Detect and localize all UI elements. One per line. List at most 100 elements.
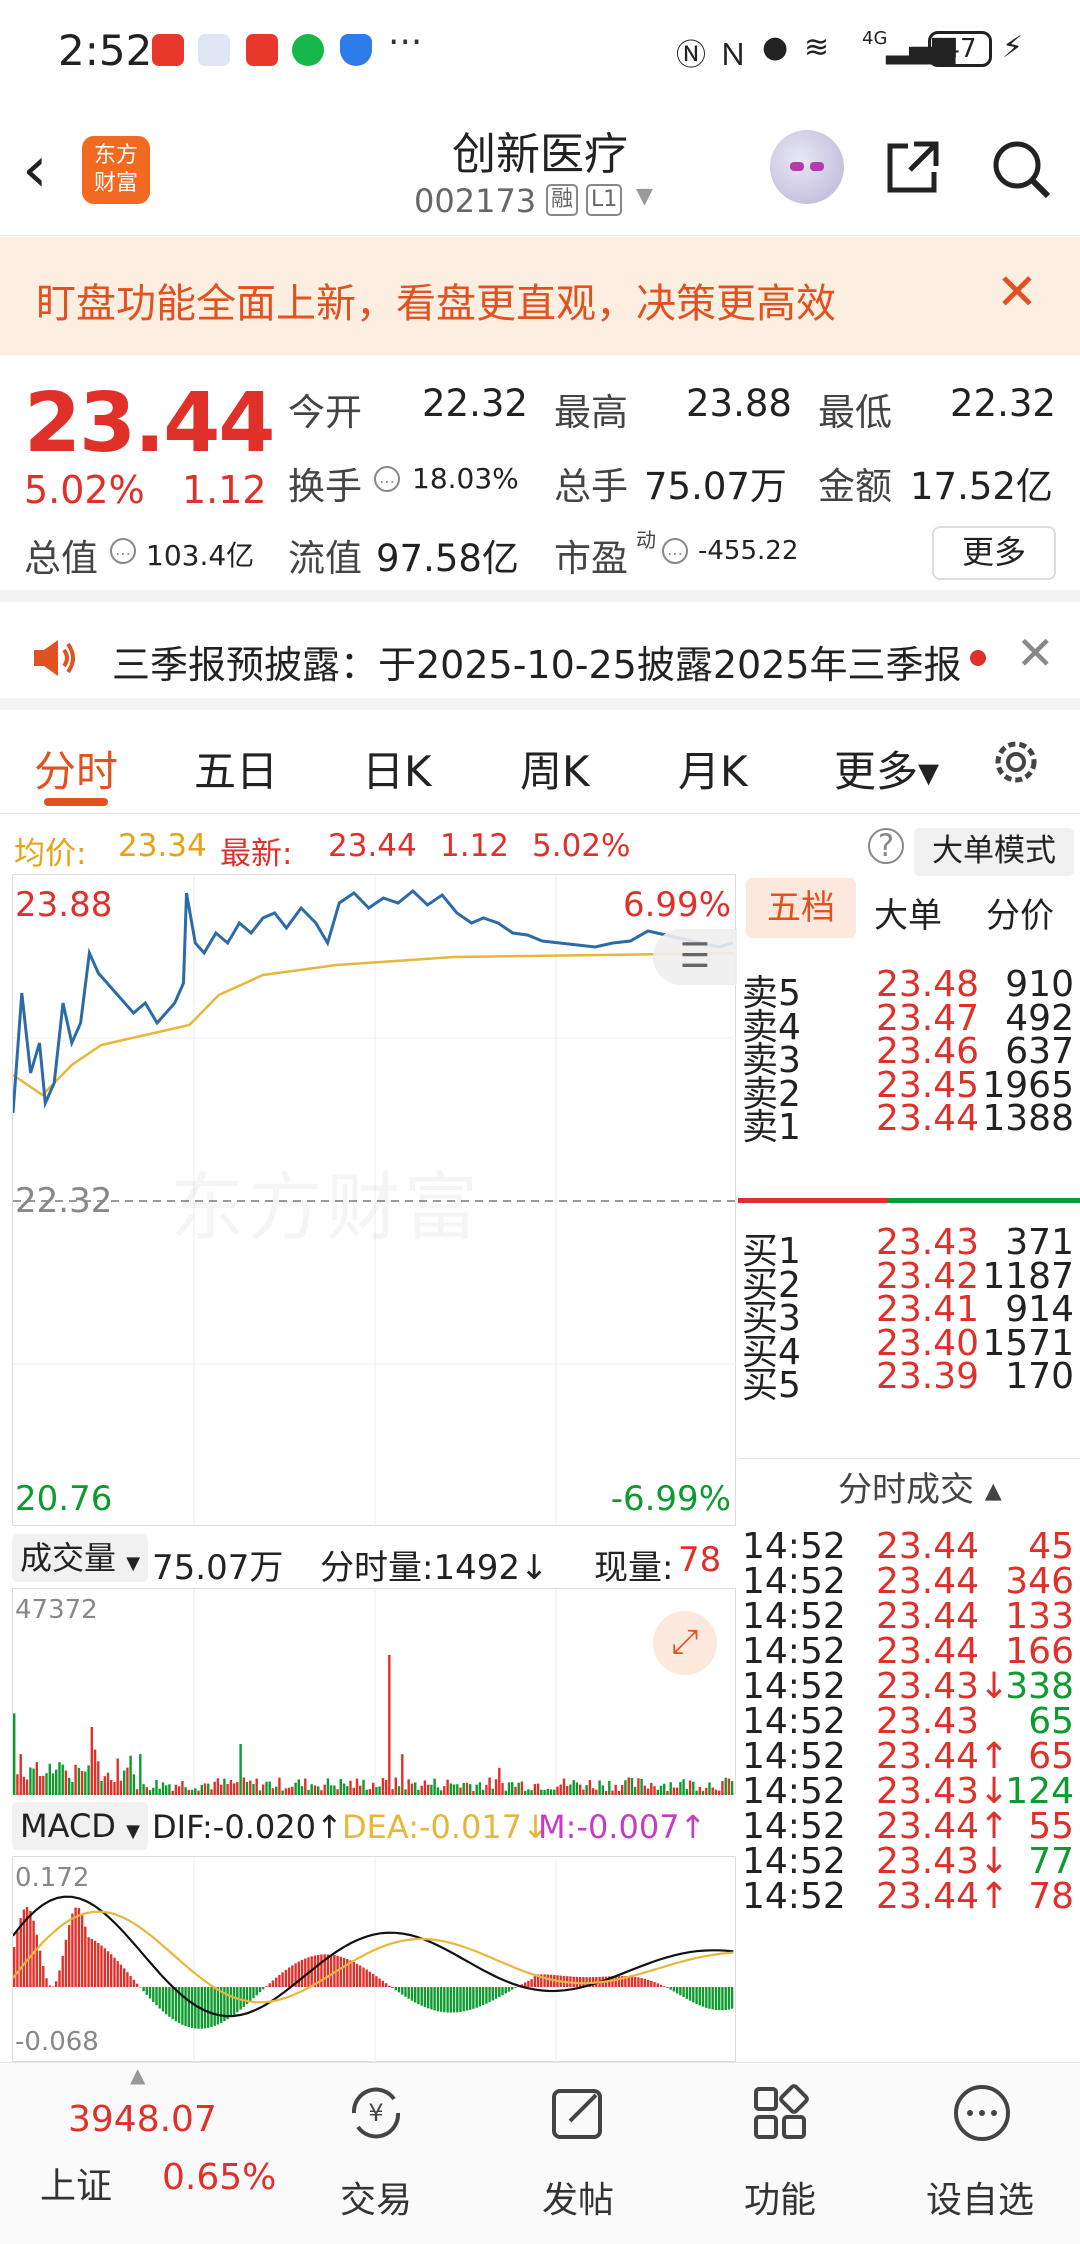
buy-level-row[interactable]: 买5 23.39 170 [738, 1356, 1080, 1406]
announcement-bar[interactable]: 三季报预披露：于2025-10-25披露2025年三季报 ✕ [0, 602, 1080, 710]
volume-bar [203, 1783, 207, 1795]
index-change[interactable]: 0.65% [162, 2157, 277, 2198]
buy-level-row[interactable]: 买2 23.42 1187 [738, 1256, 1080, 1306]
tab-monthly-k[interactable]: 月K [678, 747, 748, 796]
macd-indicator-select[interactable]: MACD ▼ [12, 1802, 148, 1850]
macd-bar [68, 1924, 71, 1987]
macd-bar [287, 1967, 291, 1987]
promo-banner[interactable]: 盯盘功能全面上新，看盘更直观，决策更高效 ✕ [0, 237, 1080, 355]
buy-level-row[interactable]: 买1 23.43 371 [738, 1222, 1080, 1272]
eastmoney-logo[interactable]: 东方 财富 [82, 136, 150, 204]
trade-icon[interactable]: ¥ [344, 2081, 408, 2145]
chevron-down-icon[interactable]: ▼ [636, 184, 653, 209]
volume-bar [669, 1782, 672, 1795]
index-name[interactable]: 上证 [40, 2166, 113, 2207]
help-icon[interactable]: ? [868, 828, 904, 864]
intraday-chart[interactable]: 23.88 6.99% 22.32 20.76 -6.99% ☰ [12, 874, 737, 1527]
back-icon[interactable]: ‹ [22, 133, 48, 207]
nav-trade[interactable]: 交易 [340, 2180, 413, 2221]
sell-level-row[interactable]: 卖4 23.47 492 [738, 998, 1080, 1048]
macd-bar [203, 1987, 207, 2029]
volume-bar [45, 1773, 48, 1795]
volume-bar [119, 1780, 123, 1795]
tab-intraday[interactable]: 分时 [34, 747, 119, 796]
volume-bar [598, 1780, 601, 1795]
tick-trade-row: 14:52 23.43↓ 124 [738, 1771, 1080, 1821]
more-quote-button[interactable]: 更多 [932, 526, 1056, 580]
turnover-info-icon[interactable]: … [374, 466, 400, 492]
tab-daily-k[interactable]: 日K [362, 747, 432, 796]
robot-assistant-icon[interactable] [770, 130, 844, 204]
volume-bar [220, 1784, 223, 1795]
macd-bar [349, 1960, 352, 1987]
volume-bar [498, 1767, 501, 1795]
sell-level-row[interactable]: 卖2 23.45 1965 [738, 1065, 1080, 1115]
buy-level-label: 买2 [742, 1264, 801, 1306]
banner-text: 盯盘功能全面上新，看盘更直观，决策更高效 [36, 281, 836, 327]
gear-icon[interactable] [986, 732, 1046, 792]
volume-bar [663, 1783, 666, 1795]
index-value[interactable]: 3948.07 [68, 2099, 217, 2140]
buy-level-label: 买3 [742, 1298, 801, 1339]
tab-big-orders[interactable]: 大单 [874, 896, 942, 936]
functions-icon[interactable] [748, 2081, 812, 2145]
volume-indicator-select[interactable]: 成交量 ▼ [12, 1534, 149, 1582]
buy-level-row[interactable]: 买3 23.41 914 [738, 1289, 1080, 1339]
expand-icon[interactable]: ⤢ [653, 1611, 717, 1675]
volume-bar [213, 1781, 216, 1795]
big-order-mode-button[interactable]: 大单模式 [914, 828, 1074, 876]
index-expand-icon[interactable]: ▲ [130, 2063, 146, 2087]
macd-bar [194, 1987, 197, 2029]
mktcap-info-icon[interactable]: … [110, 538, 136, 564]
tab-weekly-k[interactable]: 周K [520, 747, 590, 796]
tab-five-day[interactable]: 五日 [194, 747, 279, 796]
macd-bar [682, 1987, 685, 1998]
volume-bar [679, 1782, 682, 1795]
volume-chart[interactable]: 47372 ⤢ [12, 1588, 736, 1795]
close-announcement-icon[interactable]: ✕ [1016, 626, 1055, 680]
close-banner-icon[interactable]: ✕ [996, 263, 1038, 321]
macd-bar [323, 1954, 326, 1987]
volume-bar [456, 1784, 459, 1795]
more-notifications-icon: ··· [388, 22, 423, 63]
volume-bar [352, 1787, 355, 1795]
add-watchlist-icon[interactable] [950, 2081, 1014, 2145]
search-icon[interactable] [990, 138, 1052, 200]
volume-bar [562, 1778, 566, 1795]
macd-chart[interactable]: 0.172 -0.068 [12, 1856, 736, 2063]
macd-top: 0.172 [15, 1863, 90, 1893]
current-volume-label: 现量: [594, 1548, 674, 1588]
pe-info-icon[interactable]: … [662, 538, 688, 564]
stock-code[interactable]: 002173 [414, 182, 537, 220]
sell-level-row[interactable]: 卖3 23.46 637 [738, 1031, 1080, 1081]
nav-post[interactable]: 发帖 [542, 2180, 615, 2221]
volume-bar [572, 1780, 575, 1795]
sell-level-row[interactable]: 卖1 23.44 1388 [738, 1098, 1080, 1148]
post-icon[interactable] [546, 2081, 610, 2145]
volume-bar [372, 1782, 375, 1795]
tab-price-distribution[interactable]: 分价 [986, 896, 1054, 936]
macd-bar [666, 1987, 669, 1988]
tab-five-levels[interactable]: 五档 [746, 878, 856, 938]
volume-bar [514, 1786, 517, 1795]
macd-bar [93, 1940, 97, 1987]
volume-bar [530, 1790, 533, 1795]
volume-bar [326, 1778, 330, 1795]
volume-bar [614, 1784, 617, 1795]
volume-bar [650, 1783, 653, 1795]
share-icon[interactable] [884, 138, 942, 196]
low-label: 最低 [818, 391, 892, 434]
sell-level-row[interactable]: 卖5 23.48 910 [738, 964, 1080, 1014]
trade-volume: 77 [1028, 1841, 1074, 1882]
volume-bar [695, 1790, 698, 1795]
volume-bar [16, 1774, 19, 1795]
macd-bar [481, 1987, 485, 2006]
chart-menu-icon[interactable]: ☰ [653, 929, 737, 985]
nav-add-watchlist[interactable]: 设自选 [926, 2180, 1035, 2221]
nav-functions[interactable]: 功能 [744, 2180, 817, 2221]
tick-trades-title[interactable]: 分时成交 ▴ [838, 1470, 1002, 1510]
buy-level-row[interactable]: 买4 23.40 1571 [738, 1323, 1080, 1373]
order-book-tabs: 五档 大单 分价 [738, 874, 1080, 942]
tab-more[interactable]: 更多▾ [834, 747, 940, 796]
macd-bar [284, 1969, 288, 1987]
